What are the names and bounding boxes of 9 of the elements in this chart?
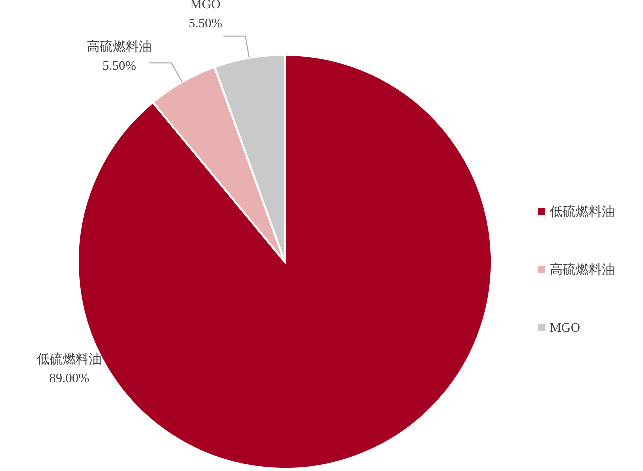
- slice-label: MGO: [190, 0, 221, 12]
- data-label: 5.50%: [102, 58, 136, 74]
- data-label: 5.50%: [188, 15, 223, 30]
- slice-label: 低硫燃料油: [37, 351, 102, 366]
- legend-label: 高硫燃料油: [550, 262, 615, 277]
- data-label: 89.00%: [50, 370, 90, 386]
- legend-label: 低硫燃料油: [550, 204, 615, 219]
- slice-label: 高硫燃料油: [87, 39, 152, 54]
- legend-label: MGO: [550, 320, 580, 335]
